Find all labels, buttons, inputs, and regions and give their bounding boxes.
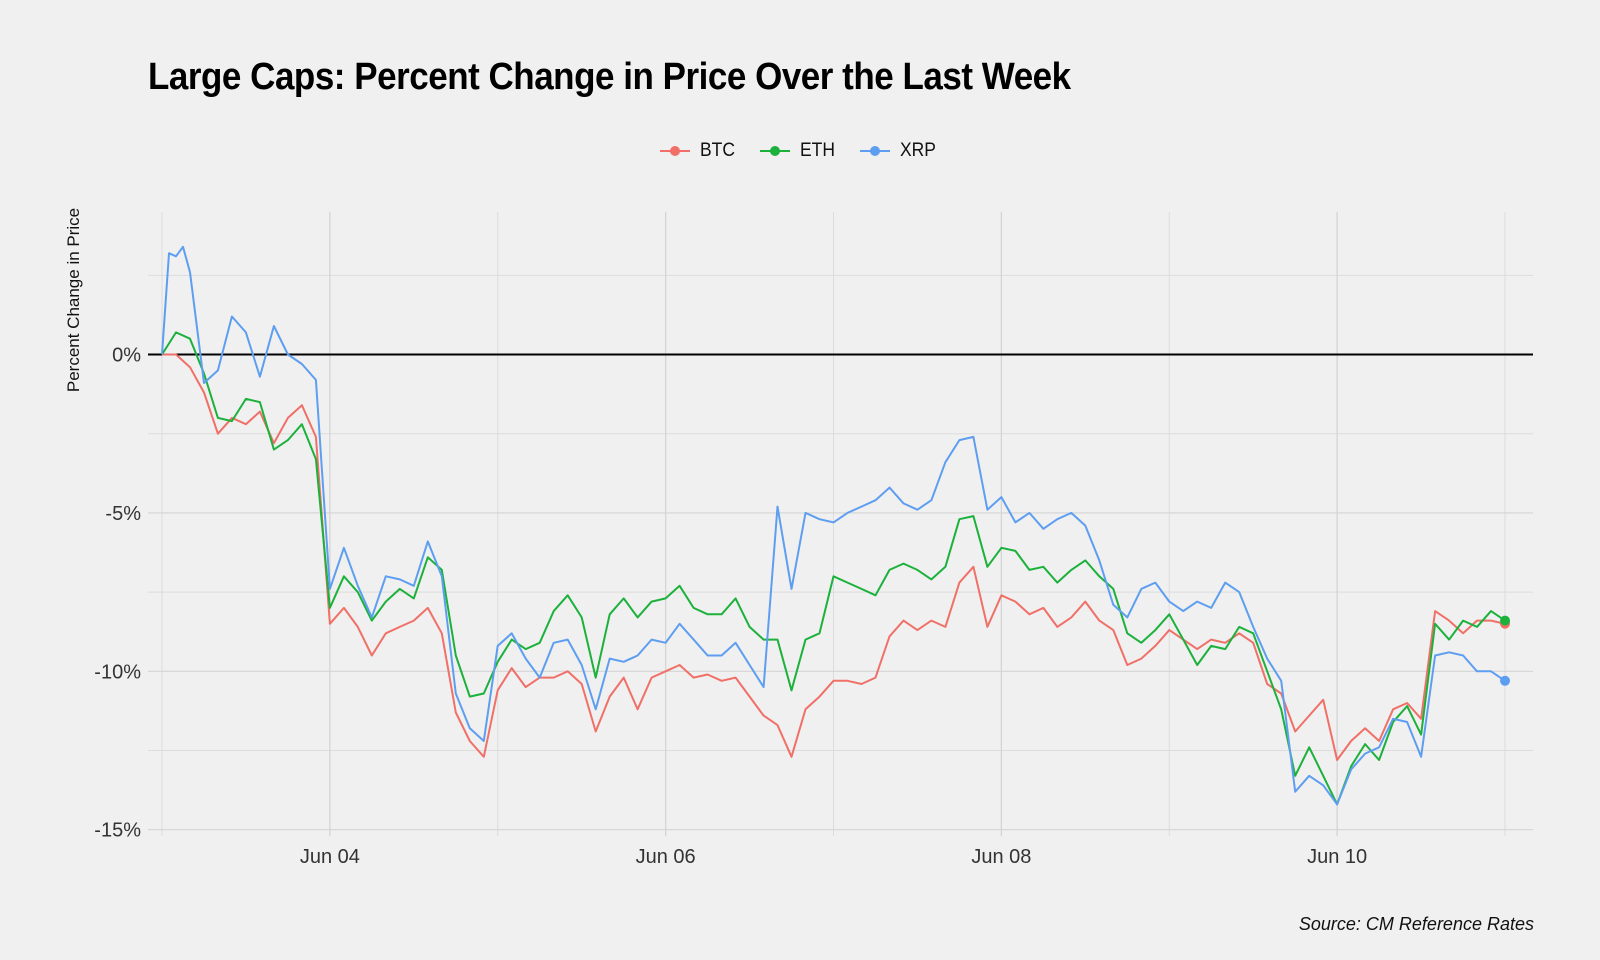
legend-dot-btc — [670, 146, 681, 156]
legend-dot-eth — [770, 146, 781, 156]
legend-label-xrp: XRP — [900, 140, 937, 161]
legend: BTC ETH XRP — [0, 140, 1600, 162]
legend-key-xrp — [860, 144, 891, 158]
legend-key-btc — [660, 144, 691, 158]
legend-dot-xrp — [870, 146, 881, 156]
legend-item-xrp: XRP — [860, 140, 939, 162]
y-tick-label: 0% — [112, 345, 141, 367]
legend-label-eth: ETH — [800, 140, 836, 161]
legend-key-eth — [760, 144, 791, 158]
y-tick-label: -15% — [94, 820, 141, 842]
legend-item-btc: BTC — [660, 140, 738, 162]
x-tick-label: Jun 08 — [971, 846, 1031, 868]
series-line-btc — [162, 353, 1506, 761]
series-end-point-eth — [1500, 615, 1511, 626]
series-line-eth — [161, 331, 1506, 806]
chart-title: Large Caps: Percent Change in Price Over… — [148, 56, 1071, 98]
legend-label-btc: BTC — [700, 140, 736, 161]
series-end-point-xrp — [1500, 675, 1511, 686]
y-tick-label: -5% — [105, 503, 141, 525]
x-tick-label: Jun 10 — [1307, 846, 1367, 868]
x-tick-label: Jun 04 — [300, 846, 360, 868]
source-note: Source: CM Reference Rates — [1298, 914, 1534, 934]
series-line-xrp — [161, 245, 1506, 806]
legend-item-eth: ETH — [760, 140, 838, 162]
y-tick-label: -10% — [94, 661, 141, 683]
x-tick-label: Jun 06 — [636, 846, 696, 868]
